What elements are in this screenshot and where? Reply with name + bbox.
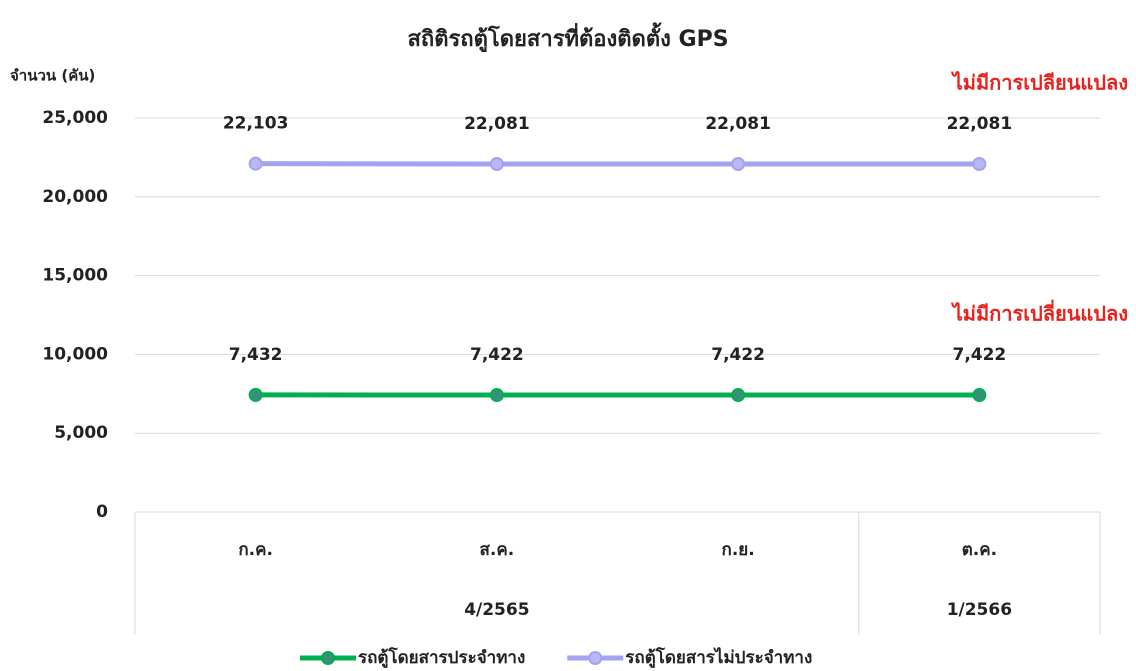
point	[972, 388, 987, 403]
y-tick-label: 15,000	[42, 266, 108, 286]
data-label: 22,081	[947, 114, 1013, 134]
point	[972, 157, 987, 172]
point	[248, 387, 263, 402]
x-tick-label: ต.ค.	[962, 540, 997, 560]
annotation: ไม่มีการเปลียนแปลง	[951, 71, 1128, 95]
x-tick-label: ก.ย.	[722, 540, 755, 560]
x-tick-label: ส.ค.	[480, 540, 515, 560]
data-label: 7,422	[952, 345, 1006, 365]
legend-marker	[321, 651, 335, 665]
legend-label: รถตู้โดยสารไม่ประจำทาง	[625, 647, 812, 669]
point	[248, 156, 263, 171]
data-label: 7,422	[711, 345, 765, 365]
data-label: 22,081	[464, 114, 530, 134]
group-label: 1/2566	[947, 600, 1012, 620]
group-label: 4/2565	[464, 600, 529, 620]
chart-title: สถิติรถตู้โดยสารที่ต้องติดตั้ง GPS	[407, 22, 728, 53]
y-tick-label: 20,000	[42, 187, 108, 207]
x-tick-label: ก.ค.	[238, 540, 273, 560]
legend-marker	[588, 651, 603, 665]
y-axis-label: จำนวน (คัน)	[10, 67, 95, 85]
point	[731, 157, 746, 172]
data-label: 22,103	[223, 114, 289, 134]
point	[489, 157, 504, 172]
annotation: ไม่มีการเปลี่ยนแปลง	[951, 299, 1128, 326]
data-label: 22,081	[705, 114, 771, 134]
y-tick-label: 25,000	[42, 108, 108, 128]
y-tick-label: 0	[96, 502, 108, 522]
legend-label: รถตู้โดยสารประจำทาง	[358, 647, 525, 669]
point	[489, 388, 504, 403]
data-label: 7,432	[229, 345, 283, 365]
data-label: 7,422	[470, 345, 524, 365]
point	[731, 388, 746, 403]
y-tick-label: 10,000	[42, 344, 108, 364]
y-tick-label: 5,000	[54, 423, 108, 443]
